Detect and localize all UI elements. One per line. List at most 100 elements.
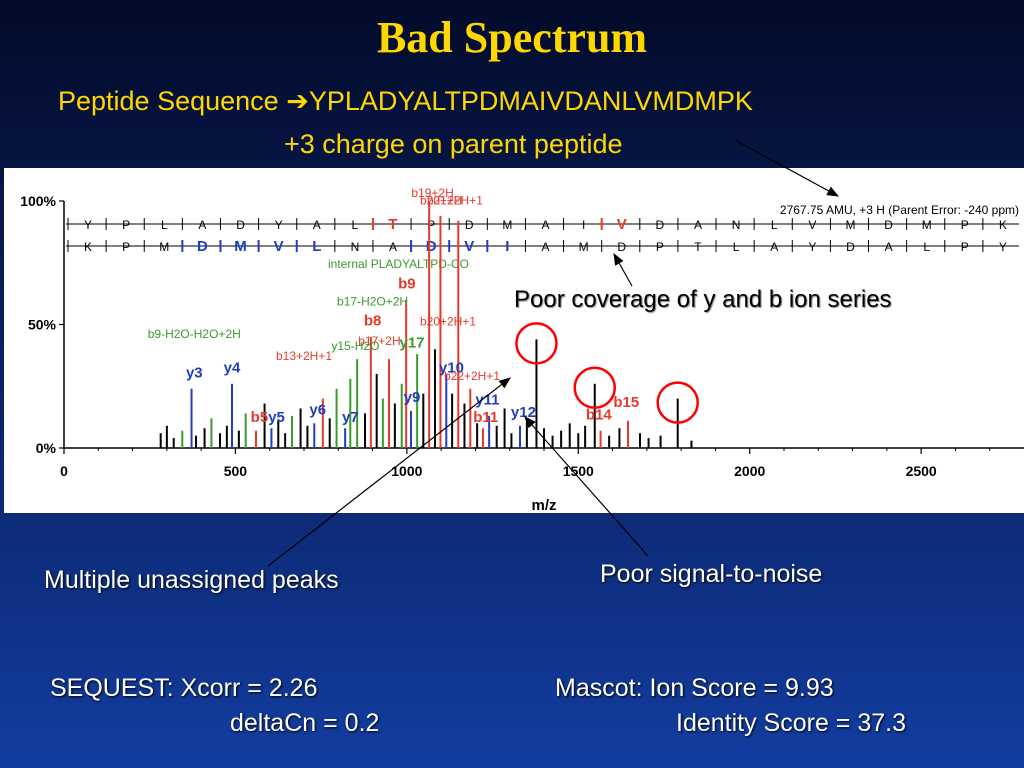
mascot-identity-score: Identity Score = 37.3 [676,709,907,737]
x-tick-label: 500 [224,463,248,479]
peak-label: b8 [364,312,382,329]
charge-line: +3 charge on parent peptide [284,129,623,159]
peak-label: b11 [473,409,498,426]
x-tick-label: 0 [60,463,68,479]
y-series-row-residue: M [502,218,512,232]
sequest-deltacn: deltaCn = 0.2 [230,709,380,737]
y-series-row-residue: I [582,218,585,232]
peak-label: y9 [404,389,421,406]
y-series-row-residue: M [845,218,855,232]
b-series-row-residue: D [426,238,437,255]
signal-noise-callout: Poor signal-to-noise [600,560,823,588]
peak-label: y10 [439,359,464,376]
y-series-row-residue: A [694,218,702,232]
b-series-row-residue: L [733,240,740,254]
y-series-row-residue: D [656,218,665,232]
peak-label: b5 [251,409,269,426]
x-tick-label: 1500 [563,463,594,479]
b-series-row-residue: T [694,240,702,254]
y-series-row-residue: A [313,218,321,232]
y-series-row-residue: L [771,218,778,232]
b-series-row-residue: V [464,238,474,255]
peak-label: y7 [342,409,359,426]
y-series-row-residue: D [236,218,245,232]
spectrum-chart: 2767.75 AMU, +3 H (Parent Error: -240 pp… [20,186,1024,513]
y-series-row-residue: L [161,218,168,232]
peak-label: b9 [398,275,416,292]
b-series-row-residue: Y [808,240,816,254]
x-tick-label: 2000 [734,463,765,479]
peptide-prefix: Peptide Sequence [58,86,287,116]
parent-info-label: 2767.75 AMU, +3 H (Parent Error: -240 pp… [780,203,1019,217]
peak-label: y11 [475,391,499,408]
b-series-row-residue: L [312,238,321,255]
y-tick-label: 50% [28,317,57,333]
b-series-row-residue: D [846,240,855,254]
b-series-row-residue: M [234,238,247,255]
unassigned-callout: Multiple unassigned peaks [44,566,339,594]
peak-label: b17+2H [358,334,400,348]
y-tick-label: 100% [20,193,56,209]
y-series-row-residue: P [961,218,969,232]
peak-label: y15-H2O [331,339,379,353]
peak-label: b15 [613,394,639,411]
b-series-row-residue: P [656,240,664,254]
b-series-row-residue: P [961,240,969,254]
peptide-sequence: YPLADYALTPDMAIVDANLVMDMPK [308,86,753,116]
y-series-row-residue: A [198,218,206,232]
x-tick-label: 2500 [906,463,937,479]
spectrum-panel: 2767.75 AMU, +3 H (Parent Error: -240 pp… [4,168,1024,513]
peak-label: b17-H2O+2H [337,295,408,309]
y-series-row-residue: P [122,218,130,232]
peak-label: b19+2H [411,186,453,200]
peak-label: y4 [224,359,241,376]
x-axis-title: m/z [531,497,556,513]
slide-title: Bad Spectrum [376,13,648,62]
b-series-row-residue: N [351,240,360,254]
peak-label: b13+2H+1 [276,349,332,363]
y-series-row-residue: K [999,218,1007,232]
b-series-row-residue: A [541,240,549,254]
y-series-row-residue: Y [275,218,283,232]
b-series-row-residue: M [159,240,169,254]
y-series-row-residue: Y [84,218,92,232]
peak-label: b21+2H+1 [427,193,483,207]
y-tick-label: 0% [36,440,57,456]
b-series-row-residue: D [197,238,208,255]
peak-label: y17 [399,335,424,352]
peak-label: y12 [511,404,536,421]
peak-label: b22+2H+1 [444,369,500,383]
b-series-row-residue: A [770,240,778,254]
y-series-row-residue: T [388,216,397,233]
mascot-ion-score: Mascot: Ion Score = 9.93 [555,674,834,702]
sequest-xcorr: SEQUEST: Xcorr = 2.26 [50,674,318,702]
peak-label: b9-H2O-H2O+2H [148,327,241,341]
peptide-sequence-line: Peptide Sequence ➔YPLADYALTPDMAIVDANLVMD… [58,86,753,117]
x-tick-label: 1000 [391,463,422,479]
peak-label: y5 [268,409,285,426]
peak-label: b20+2H [420,193,462,207]
y-series-row-residue: L [352,218,359,232]
y-series-row-residue: A [541,218,549,232]
b-series-row-residue: D [617,240,626,254]
b-series-row-residue: V [274,238,284,255]
peak-label: y6 [309,401,326,418]
b-series-row-residue: I [505,238,509,255]
y-series-row-residue: N [732,218,741,232]
b-series-row-residue: A [389,240,397,254]
coverage-callout: Poor coverage of y and b ion series [514,286,892,313]
y-series-row-residue: D [884,218,893,232]
b-series-row-residue: M [579,240,589,254]
y-series-row-residue: V [617,216,627,233]
y-series-row-residue: M [922,218,932,232]
peak-label: b14 [586,406,613,423]
b-series-row-residue: A [885,240,893,254]
internal-fragment-label: internal PLADYALTPD-CO [328,257,469,271]
b-series-row-residue: K [84,240,92,254]
b-series-row-residue: L [923,240,930,254]
arrow-right-icon: ➔ [286,86,309,116]
peak-label: y3 [186,364,203,381]
y-series-row-residue: V [808,218,816,232]
y-series-row-residue: D [465,218,474,232]
b-series-row-residue: P [122,240,130,254]
